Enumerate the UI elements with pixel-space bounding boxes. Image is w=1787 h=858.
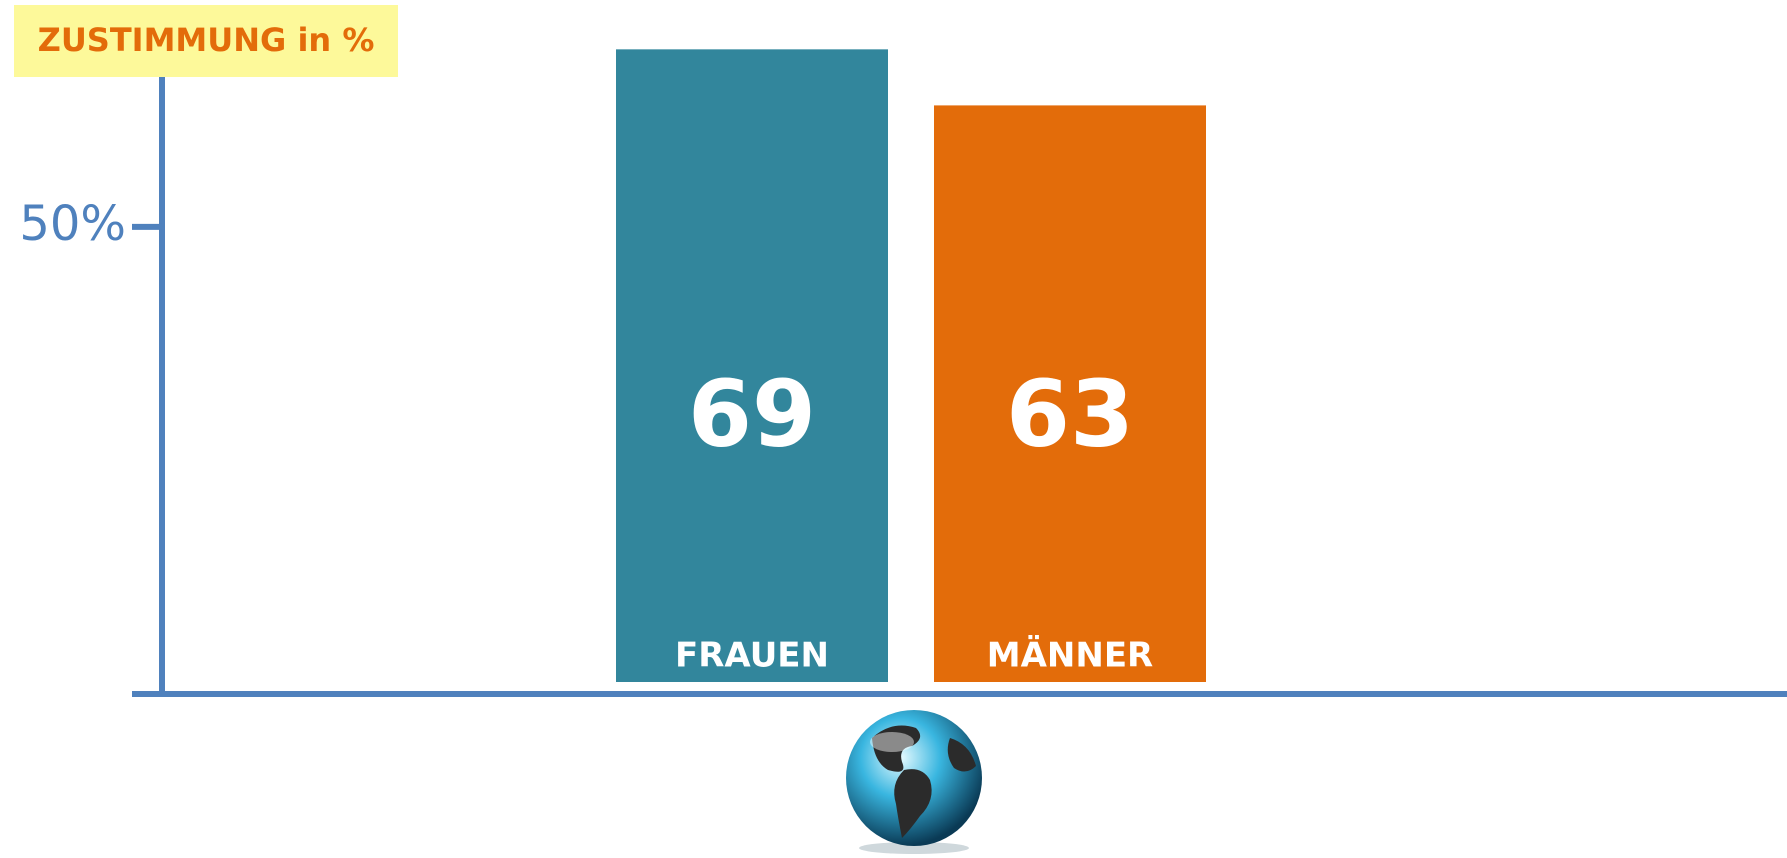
title-box: [14, 5, 398, 77]
value-label: 63: [1006, 360, 1134, 467]
y-tick-label: 50%: [19, 196, 126, 252]
category-label: MÄNNER: [987, 635, 1153, 676]
bar: [616, 49, 888, 683]
bar: [934, 105, 1206, 682]
value-label: 69: [688, 360, 816, 467]
globe-icon: [846, 710, 982, 854]
chart-title: ZUSTIMMUNG in %: [38, 21, 375, 59]
category-label: FRAUEN: [675, 636, 829, 676]
